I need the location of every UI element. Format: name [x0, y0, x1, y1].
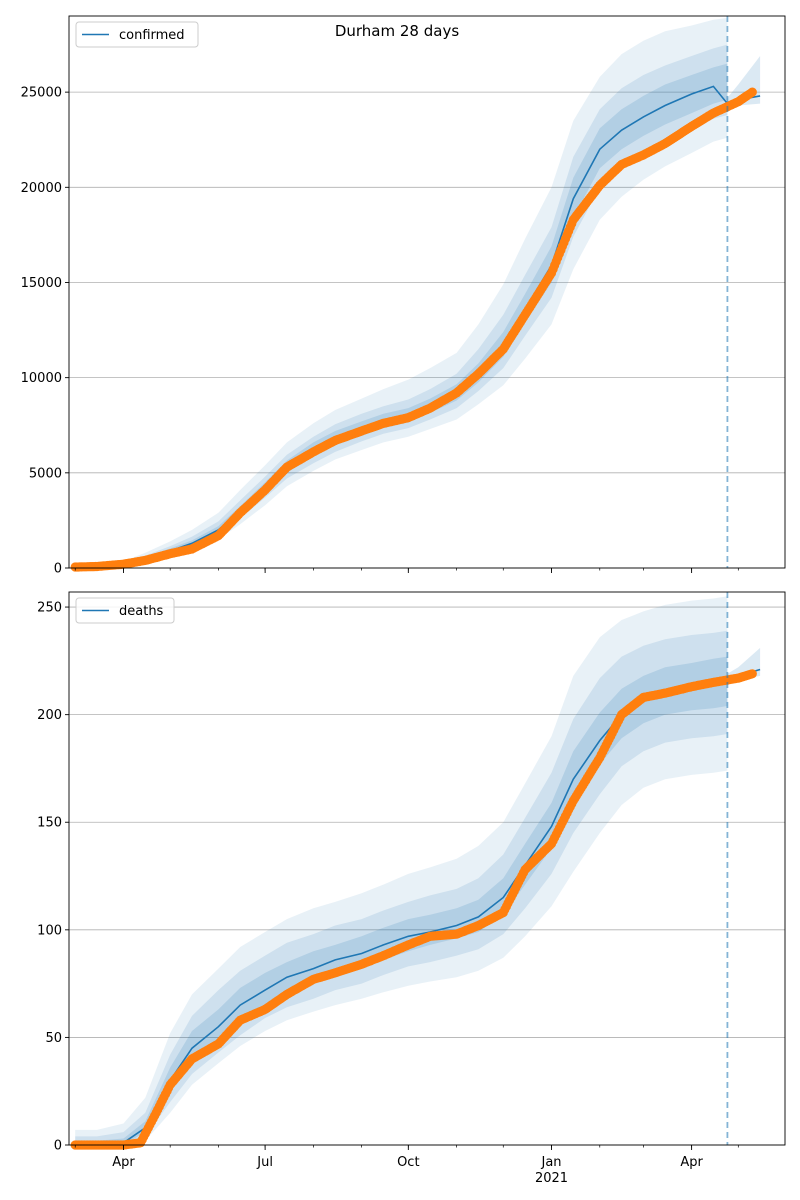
top-legend-box — [75, 21, 199, 48]
top-observed-point-435 — [747, 87, 757, 97]
bottom-ytick-label-4: 200 — [37, 708, 62, 723]
top-ytick-label-0: 0 — [54, 562, 62, 577]
top-panel-confirmed: 0 5000 10000 15000 20000 25000 confirmed — [21, 15, 786, 577]
bottom-xtick-year-label: 2021 — [535, 1171, 568, 1186]
bottom-xtick-label-0: Apr — [112, 1155, 135, 1170]
top-legend-label: confirmed — [119, 28, 185, 43]
figure-title: Durham 28 days — [335, 22, 459, 40]
bottom-panel-deaths: 0 50 100 150 200 250 Apr Jul Oct Jan Apr 2021 deaths — [37, 591, 786, 1186]
top-band-2 — [75, 63, 728, 568]
bottom-ytick-label-3: 150 — [37, 816, 62, 831]
top-legend: confirmed — [75, 21, 199, 48]
top-ytick-label-4: 20000 — [21, 181, 62, 196]
bottom-ytick-label-2: 100 — [37, 923, 62, 938]
top-ytick-label-3: 15000 — [21, 276, 62, 291]
bottom-legend-label: deaths — [119, 604, 164, 619]
top-ytick-label-1: 5000 — [29, 466, 62, 481]
top-observed-points — [70, 87, 757, 572]
bottom-xtick-label-4: Apr — [680, 1155, 703, 1170]
bottom-legend: deaths — [75, 597, 175, 624]
bottom-xtick-label-3: Jan — [540, 1155, 561, 1170]
bottom-xtick-label-1: Jul — [256, 1155, 273, 1170]
bottom-xtick-label-2: Oct — [397, 1155, 419, 1170]
top-ytick-label-2: 10000 — [21, 371, 62, 386]
bottom-legend-box — [75, 597, 175, 624]
bottom-ytick-label-1: 50 — [45, 1031, 62, 1046]
bottom-band-2 — [75, 656, 728, 1145]
bottom-ytick-label-0: 0 — [54, 1139, 62, 1154]
bottom-observed-point-435 — [747, 669, 757, 679]
bottom-axes-frame — [68, 591, 786, 1146]
top-band-0 — [75, 17, 728, 568]
top-ytick-label-5: 25000 — [21, 86, 62, 101]
top-band-1 — [75, 44, 728, 568]
top-axes-frame — [68, 15, 786, 569]
bottom-ytick-label-5: 250 — [37, 601, 62, 616]
